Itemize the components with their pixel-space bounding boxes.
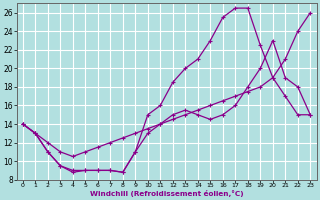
X-axis label: Windchill (Refroidissement éolien,°C): Windchill (Refroidissement éolien,°C)	[90, 190, 244, 197]
